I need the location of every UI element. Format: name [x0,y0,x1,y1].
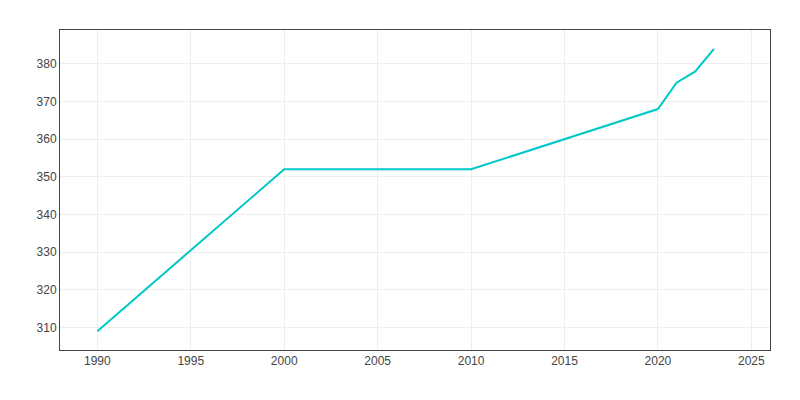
svg-text:2000: 2000 [271,354,298,368]
svg-text:2015: 2015 [551,354,578,368]
svg-text:370: 370 [37,95,57,109]
svg-text:380: 380 [37,57,57,71]
svg-text:310: 310 [37,321,57,335]
svg-text:1990: 1990 [84,354,111,368]
svg-text:360: 360 [37,132,57,146]
svg-text:2025: 2025 [738,354,765,368]
svg-text:2020: 2020 [645,354,672,368]
svg-text:2010: 2010 [458,354,485,368]
svg-text:1995: 1995 [177,354,204,368]
svg-text:320: 320 [37,283,57,297]
svg-text:2005: 2005 [364,354,391,368]
svg-text:330: 330 [37,245,57,259]
svg-text:350: 350 [37,170,57,184]
svg-text:340: 340 [37,208,57,222]
